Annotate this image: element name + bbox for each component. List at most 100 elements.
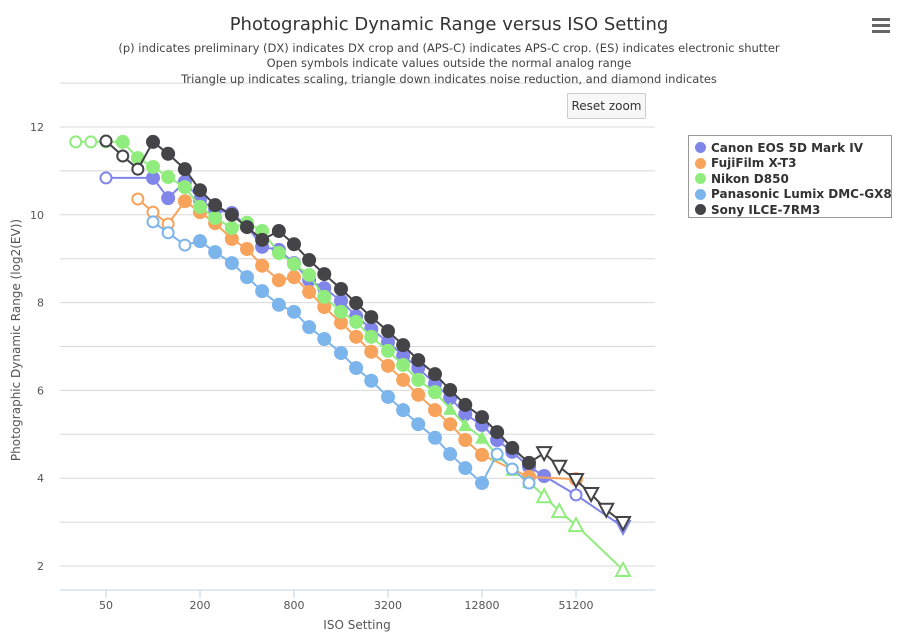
x-tick-label: 200 xyxy=(190,599,211,612)
x-tick-label: 51200 xyxy=(559,599,594,612)
data-point xyxy=(505,440,520,455)
data-point xyxy=(396,403,411,418)
data-point xyxy=(240,220,254,235)
data-point xyxy=(224,231,239,246)
data-point xyxy=(240,270,254,285)
y-tick-label: 2 xyxy=(37,560,44,573)
data-point xyxy=(364,329,379,344)
data-point xyxy=(505,462,519,476)
legend-item[interactable]: FujiFilm X-T3 xyxy=(695,156,891,172)
data-point-triangle-up xyxy=(535,487,553,504)
data-point xyxy=(349,361,364,376)
data-point-triangle-down xyxy=(614,515,632,533)
data-point-triangle-down xyxy=(535,446,553,463)
data-point xyxy=(428,367,442,382)
data-point xyxy=(428,385,442,400)
data-point xyxy=(411,353,426,368)
data-point xyxy=(224,220,239,235)
data-point xyxy=(364,310,379,325)
legend-label: Nikon D850 xyxy=(711,171,789,186)
legend-marker-icon xyxy=(695,157,706,169)
series-panasonic-lumix-dmc-gx8 xyxy=(146,215,536,491)
data-point xyxy=(208,245,223,260)
chart-subtitle-2: Open symbols indicate values outside the… xyxy=(267,56,632,70)
data-point-triangle-up xyxy=(458,418,473,432)
grid-lines xyxy=(60,82,655,591)
y-tick-label: 12 xyxy=(30,121,44,134)
data-point xyxy=(458,397,473,412)
data-point xyxy=(116,149,130,163)
chart-title: Photographic Dynamic Range versus ISO Se… xyxy=(230,14,669,35)
data-point xyxy=(287,304,301,319)
data-point xyxy=(255,258,270,273)
data-point xyxy=(161,226,175,240)
hamburger-menu-icon[interactable] xyxy=(872,18,890,34)
legend-marker-icon xyxy=(695,173,706,185)
data-point-triangle-up xyxy=(567,516,585,533)
data-point xyxy=(131,162,145,176)
data-point xyxy=(349,296,364,311)
data-point xyxy=(177,194,192,209)
legend-marker-icon xyxy=(695,142,706,154)
data-point xyxy=(177,180,192,195)
x-tick-label: 12800 xyxy=(465,599,500,612)
data-point-triangle-down xyxy=(597,502,615,519)
data-point-triangle-down xyxy=(582,487,600,504)
data-point xyxy=(443,417,458,432)
data-point xyxy=(458,433,473,448)
data-point xyxy=(317,299,332,314)
data-point xyxy=(193,183,207,198)
y-axis-title: Photographic Dynamic Range (log2(EV)) xyxy=(9,219,23,461)
data-point xyxy=(334,304,348,319)
data-point xyxy=(224,207,239,222)
chart-subtitle-1: (p) indicates preliminary (DX) indicates… xyxy=(118,41,780,55)
data-point xyxy=(99,134,113,148)
data-point xyxy=(475,476,489,491)
data-point xyxy=(428,430,442,445)
data-point xyxy=(161,146,176,161)
data-point xyxy=(146,159,160,174)
data-point xyxy=(364,344,379,359)
data-point xyxy=(161,170,176,185)
data-point xyxy=(364,373,379,388)
x-axis-title: ISO Setting xyxy=(323,618,390,632)
data-point-triangle-up xyxy=(550,502,568,519)
data-point xyxy=(302,253,317,268)
data-point xyxy=(178,238,192,252)
data-point xyxy=(458,461,473,476)
data-point xyxy=(349,329,364,344)
legend-label: FujiFilm X-T3 xyxy=(711,156,797,171)
data-point xyxy=(334,315,348,330)
data-point xyxy=(381,324,395,339)
data-point xyxy=(161,191,176,206)
data-point xyxy=(208,198,223,213)
data-point xyxy=(428,403,442,418)
x-tick-label: 50 xyxy=(99,599,113,612)
data-point xyxy=(146,215,160,229)
data-point xyxy=(396,338,411,353)
data-point xyxy=(193,199,207,214)
data-point xyxy=(271,224,286,239)
data-point-triangle-down xyxy=(567,472,585,490)
legend-item[interactable]: Canon EOS 5D Mark IV xyxy=(695,140,891,156)
legend-item[interactable]: Sony ILCE-7RM3 xyxy=(695,202,891,218)
data-point xyxy=(349,314,364,329)
legend-item[interactable]: Panasonic Lumix DMC-GX8 xyxy=(695,187,892,203)
data-point xyxy=(208,210,223,225)
reset-zoom-button[interactable]: Reset zoom xyxy=(567,93,646,119)
data-point xyxy=(381,389,395,404)
data-point xyxy=(381,343,395,358)
data-point xyxy=(411,372,426,387)
data-point xyxy=(317,289,332,304)
data-point xyxy=(411,387,426,402)
data-point xyxy=(490,447,504,461)
data-point xyxy=(317,267,332,282)
legend-item[interactable]: Nikon D850 xyxy=(695,171,891,187)
data-point xyxy=(193,234,207,249)
data-point xyxy=(255,284,270,299)
data-point xyxy=(84,135,98,149)
data-point xyxy=(334,293,348,308)
data-point-triangle-up xyxy=(475,430,489,444)
